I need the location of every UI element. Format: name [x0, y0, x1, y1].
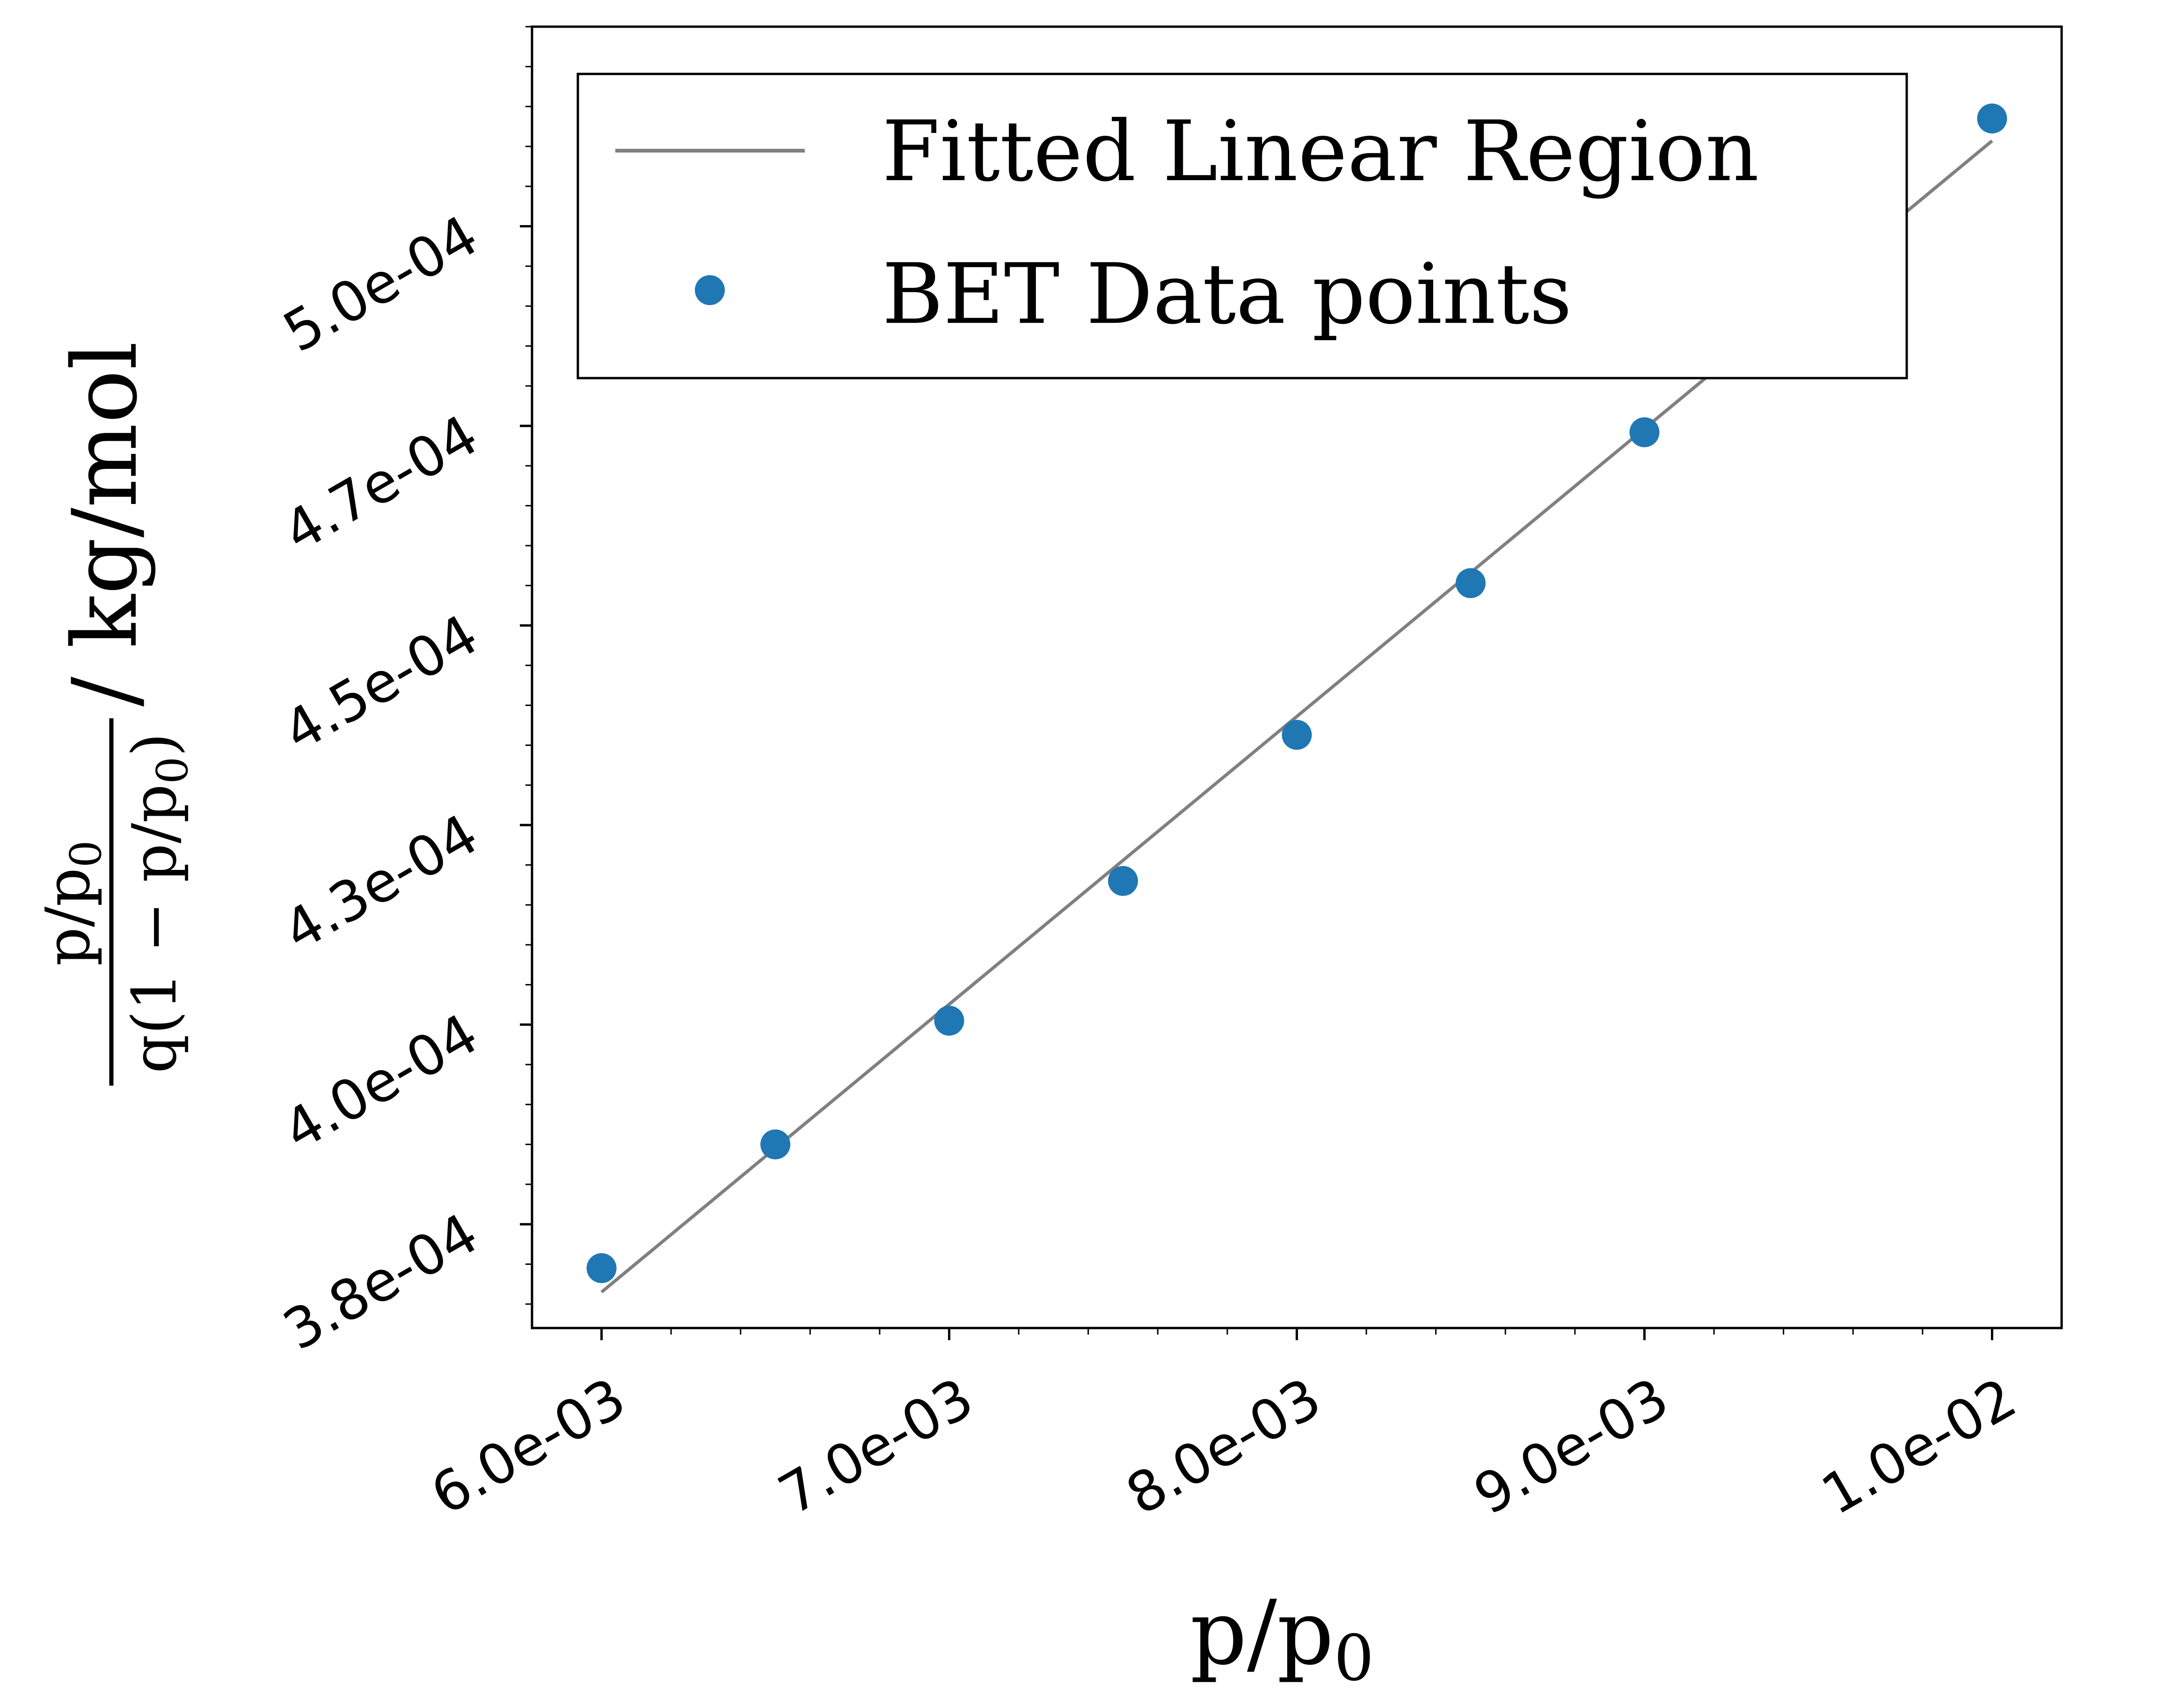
data-point: [934, 1006, 964, 1036]
data-point: [586, 1253, 617, 1284]
legend-label-data: BET Data points: [882, 246, 1572, 343]
x-axis-label: p/p0: [1190, 1581, 1374, 1695]
data-point: [760, 1129, 791, 1160]
data-point: [1455, 568, 1486, 599]
legend-label-fitted: Fitted Linear Region: [882, 103, 1759, 200]
axes-frame: [531, 25, 2063, 1329]
y-label-denominator: q(1 − p/p0): [119, 733, 197, 1073]
data-point: [1108, 866, 1138, 896]
data-point: [1629, 417, 1660, 447]
legend: Fitted Linear Region BET Data points: [576, 73, 1908, 380]
data-point: [1282, 720, 1312, 750]
legend-box: [576, 73, 1908, 380]
x-axis-label-text: p/p0: [1190, 1581, 1374, 1695]
data-point: [1977, 103, 2007, 134]
legend-marker-swatch: [695, 275, 725, 305]
y-label-unit: / kg/mol: [53, 341, 157, 707]
